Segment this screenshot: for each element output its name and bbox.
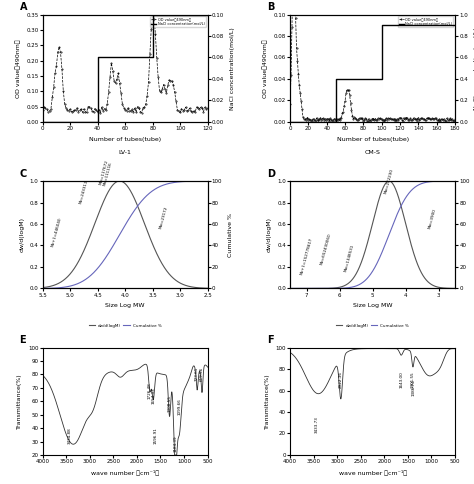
X-axis label: wave number （cm⁻¹）: wave number （cm⁻¹） (91, 469, 159, 476)
OD value（490nm） (154, 55, 160, 60)
NaCl concentration(mol/L) (95, 55, 100, 60)
Y-axis label: Transmittance(%): Transmittance(%) (18, 374, 22, 429)
OD value（490nm） (144, 92, 150, 98)
NaCl concentration(mol/L) (40, 119, 46, 125)
NaCl concentration(mol/L) (95, 119, 100, 125)
NaCl concentration(mol/L) (150, 12, 155, 17)
Text: 723.61: 723.61 (195, 367, 199, 381)
OD value（490nm） (334, 116, 340, 122)
NaCl concentration(mol/L) (150, 55, 155, 60)
Text: Mz=652430060: Mz=652430060 (320, 232, 333, 265)
OD value（490nm） (426, 115, 431, 121)
OD value（490nm） (287, 101, 293, 107)
Y-axis label: dw/d(logM): dw/d(logM) (266, 217, 272, 252)
Legend: OD value（490nm）, NaCl concentration(mol/L): OD value（490nm）, NaCl concentration(mol/… (398, 16, 453, 27)
Text: 1308.55: 1308.55 (167, 395, 172, 412)
OD value（490nm） (197, 106, 202, 112)
OD value（490nm） (367, 118, 373, 124)
Text: 3434.88: 3434.88 (67, 427, 71, 444)
OD value（490nm） (313, 117, 319, 123)
NaCl concentration(mol/L) (205, 12, 210, 17)
Text: B: B (267, 2, 274, 12)
Text: 1726.48: 1726.48 (148, 382, 152, 398)
Line: NaCl concentration(mol/L): NaCl concentration(mol/L) (290, 25, 455, 122)
NaCl concentration(mol/L) (434, 22, 439, 28)
Text: 3433.73: 3433.73 (315, 417, 319, 434)
Text: 1654.33: 1654.33 (151, 387, 155, 404)
NaCl concentration(mol/L) (333, 76, 339, 82)
Y-axis label: Cumulative %: Cumulative % (228, 213, 233, 257)
Text: CM-S: CM-S (365, 150, 381, 155)
OD value（490nm） (56, 44, 62, 50)
Line: NaCl concentration(mol/L): NaCl concentration(mol/L) (43, 15, 208, 122)
NaCl concentration(mol/L) (150, 12, 155, 17)
NaCl concentration(mol/L) (95, 55, 100, 60)
OD value（490nm） (40, 107, 46, 113)
Text: 2922.36: 2922.36 (339, 371, 343, 388)
OD value（490nm） (205, 105, 210, 111)
Y-axis label: NaCl concentration(mol/L): NaCl concentration(mol/L) (229, 27, 235, 109)
Text: 1643.00: 1643.00 (399, 372, 403, 388)
NaCl concentration(mol/L) (333, 76, 339, 82)
Text: D: D (267, 169, 275, 179)
Text: 1099.66: 1099.66 (177, 398, 182, 415)
Text: Mz+1=446040: Mz+1=446040 (51, 217, 62, 248)
X-axis label: Number of tubes(tube): Number of tubes(tube) (337, 136, 409, 142)
Text: Mw=23172: Mw=23172 (159, 206, 169, 229)
X-axis label: Number of tubes(tube): Number of tubes(tube) (89, 136, 161, 142)
Legend: dw/d(logM), Cumulative %: dw/d(logM), Cumulative % (334, 322, 411, 329)
Text: C: C (19, 169, 27, 179)
NaCl concentration(mol/L) (333, 119, 339, 125)
Text: Mw=117672
Mn=111116: Mw=117672 Mn=111116 (99, 159, 113, 186)
X-axis label: Size Log MW: Size Log MW (105, 303, 145, 308)
Text: Mw=1348531: Mw=1348531 (344, 244, 355, 272)
Text: 619.56: 619.56 (200, 367, 204, 381)
Legend: OD value（490nm）, NaCl concentration(mol/L): OD value（490nm）, NaCl concentration(mol/… (150, 16, 206, 27)
Text: LV-1: LV-1 (118, 150, 132, 155)
Text: Mz=243311: Mz=243311 (79, 180, 89, 205)
NaCl concentration(mol/L) (379, 76, 384, 82)
Text: E: E (19, 335, 26, 345)
Legend: dw/d(logM), Cumulative %: dw/d(logM), Cumulative % (87, 322, 164, 329)
Text: Mw=242230: Mw=242230 (384, 168, 394, 194)
NaCl concentration(mol/L) (287, 119, 293, 125)
OD value（490nm） (452, 116, 458, 122)
OD value（490nm） (369, 116, 374, 122)
NaCl concentration(mol/L) (452, 22, 458, 28)
Text: 1401.55: 1401.55 (410, 372, 415, 388)
NaCl concentration(mol/L) (434, 22, 439, 28)
Text: Mw=3900: Mw=3900 (428, 208, 437, 229)
X-axis label: Size Log MW: Size Log MW (353, 303, 392, 308)
Line: OD value（490nm）: OD value（490nm） (290, 0, 456, 121)
NaCl concentration(mol/L) (379, 22, 384, 28)
OD value（490nm） (110, 68, 116, 74)
OD value（490nm） (368, 118, 374, 123)
Text: 1386.74: 1386.74 (411, 379, 415, 396)
X-axis label: wave number （cm⁻¹）: wave number （cm⁻¹） (338, 469, 407, 476)
Text: Mz+1=152778617: Mz+1=152778617 (300, 237, 313, 275)
OD value（490nm） (150, 6, 155, 12)
NaCl concentration(mol/L) (434, 22, 439, 28)
OD value（490nm） (302, 116, 308, 121)
Text: A: A (19, 2, 27, 12)
Y-axis label: dw/d(logM): dw/d(logM) (19, 217, 24, 252)
Y-axis label: Transmittance(%): Transmittance(%) (265, 374, 270, 429)
Line: OD value（490nm）: OD value（490nm） (42, 9, 208, 113)
OD value（490nm） (78, 106, 84, 112)
OD value（490nm） (139, 110, 145, 116)
Text: F: F (267, 335, 273, 345)
Y-axis label: OD value（490nm）: OD value（490nm） (263, 39, 268, 98)
Text: 1596.91: 1596.91 (154, 427, 158, 444)
Text: 1184.39: 1184.39 (173, 436, 177, 452)
Y-axis label: OD value（490nm）: OD value（490nm） (15, 39, 21, 98)
NaCl concentration(mol/L) (379, 22, 384, 28)
